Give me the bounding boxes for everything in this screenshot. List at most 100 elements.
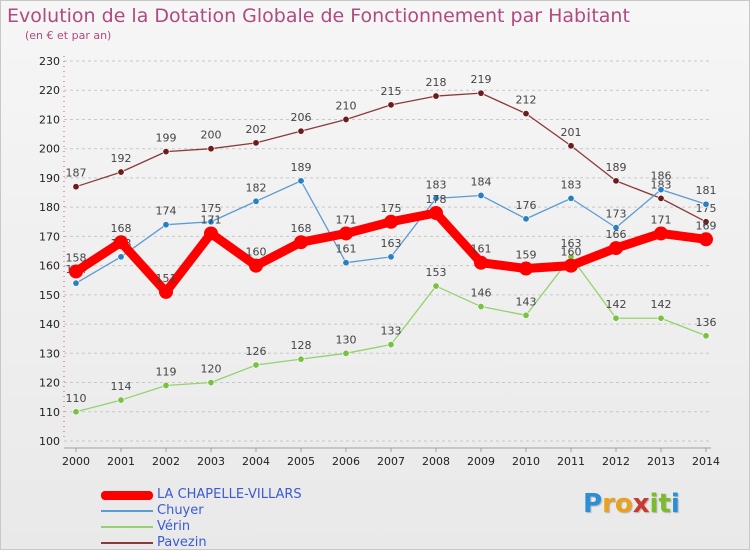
y-tick-label: 110 [39, 406, 60, 419]
data-point-pavezin [522, 110, 530, 118]
x-tick-label: 2004 [242, 455, 270, 468]
legend-swatch-la-chapelle-villars [101, 491, 153, 500]
data-point-pavezin [432, 92, 440, 100]
x-tick-label: 2007 [377, 455, 405, 468]
data-point-chuyer [702, 200, 710, 208]
data-label-v-rin: 128 [291, 339, 312, 352]
y-tick-label: 230 [39, 55, 60, 68]
data-label-chuyer: 183 [561, 178, 582, 191]
legend-label: Vérin [157, 519, 191, 534]
legend-item-verin: Vérin [101, 519, 361, 535]
y-tick-label: 130 [39, 347, 60, 360]
data-point-v-rin [657, 314, 665, 322]
data-label-pavezin: 187 [66, 167, 87, 180]
data-point-la-chapelle-villars [474, 255, 488, 270]
data-point-pavezin [252, 139, 260, 147]
data-point-v-rin [162, 381, 170, 389]
data-label-la-chapelle-villars: 160 [561, 246, 582, 259]
data-point-chuyer [162, 221, 170, 229]
data-label-v-rin: 142 [651, 298, 672, 311]
data-label-v-rin: 119 [156, 365, 177, 378]
data-point-chuyer [72, 279, 80, 287]
y-tick-label: 190 [39, 172, 60, 185]
data-point-pavezin [342, 115, 350, 123]
data-label-chuyer: 161 [336, 243, 357, 256]
data-point-la-chapelle-villars [69, 264, 83, 279]
data-label-chuyer: 182 [246, 181, 267, 194]
data-point-v-rin [342, 349, 350, 357]
logo-letter: i [670, 489, 680, 519]
x-tick-label: 2011 [557, 455, 585, 468]
data-label-pavezin: 175 [696, 202, 717, 215]
data-point-pavezin [612, 177, 620, 185]
data-point-v-rin [252, 361, 260, 369]
data-label-pavezin: 218 [426, 76, 447, 89]
data-point-v-rin [432, 282, 440, 290]
data-point-la-chapelle-villars [114, 235, 128, 250]
data-label-chuyer: 173 [606, 208, 627, 221]
data-point-pavezin [162, 148, 170, 156]
y-tick-label: 120 [39, 377, 60, 390]
x-tick-label: 2006 [332, 455, 360, 468]
legend-swatch-verin [101, 526, 153, 528]
data-label-chuyer: 189 [291, 161, 312, 174]
data-label-la-chapelle-villars: 175 [381, 202, 402, 215]
data-point-v-rin [207, 379, 215, 387]
data-point-pavezin [207, 145, 215, 153]
data-point-la-chapelle-villars [519, 261, 533, 276]
data-label-pavezin: 212 [516, 94, 537, 107]
data-point-pavezin [387, 101, 395, 109]
data-point-v-rin [72, 408, 80, 416]
data-point-pavezin [702, 218, 710, 226]
data-label-pavezin: 202 [246, 123, 267, 136]
logo-letter: r [602, 489, 615, 519]
data-label-la-chapelle-villars: 169 [696, 219, 717, 232]
x-tick-label: 2008 [422, 455, 450, 468]
data-label-chuyer: 163 [381, 237, 402, 250]
data-label-v-rin: 153 [426, 266, 447, 279]
logo-letter: i [649, 489, 659, 519]
data-label-v-rin: 120 [201, 363, 222, 376]
data-label-v-rin: 146 [471, 287, 492, 300]
y-tick-label: 150 [39, 289, 60, 302]
y-tick-label: 210 [39, 113, 60, 126]
data-point-la-chapelle-villars [294, 235, 308, 250]
y-tick-label: 220 [39, 84, 60, 97]
data-label-la-chapelle-villars: 166 [606, 228, 627, 241]
y-tick-label: 200 [39, 143, 60, 156]
legend-item-chuyer: Chuyer [101, 503, 361, 519]
data-point-la-chapelle-villars [609, 241, 623, 256]
y-tick-label: 160 [39, 260, 60, 273]
data-label-pavezin: 219 [471, 73, 492, 86]
data-point-pavezin [567, 142, 575, 150]
data-point-la-chapelle-villars [339, 226, 353, 241]
data-point-la-chapelle-villars [204, 226, 218, 241]
data-point-la-chapelle-villars [564, 258, 578, 273]
data-label-pavezin: 215 [381, 85, 402, 98]
data-point-chuyer [117, 253, 125, 261]
x-tick-label: 2001 [107, 455, 135, 468]
data-label-chuyer: 176 [516, 199, 537, 212]
x-tick-label: 2014 [692, 455, 720, 468]
x-tick-label: 2000 [62, 455, 90, 468]
data-label-chuyer: 186 [651, 170, 672, 183]
data-label-v-rin: 136 [696, 316, 717, 329]
y-tick-label: 180 [39, 201, 60, 214]
data-point-la-chapelle-villars [159, 284, 173, 299]
data-label-v-rin: 126 [246, 345, 267, 358]
data-point-chuyer [252, 197, 260, 205]
legend-label: Chuyer [157, 503, 204, 518]
data-label-la-chapelle-villars: 151 [156, 272, 177, 285]
logo-letter: x [632, 489, 650, 519]
chart-title: Evolution de la Dotation Globale de Fonc… [7, 5, 630, 27]
data-point-la-chapelle-villars [654, 226, 668, 241]
data-point-chuyer [567, 194, 575, 202]
y-tick-label: 170 [39, 230, 60, 243]
x-tick-label: 2005 [287, 455, 315, 468]
data-point-v-rin [612, 314, 620, 322]
data-label-chuyer: 181 [696, 184, 717, 197]
data-label-v-rin: 143 [516, 295, 537, 308]
data-point-chuyer [207, 218, 215, 226]
data-label-v-rin: 130 [336, 333, 357, 346]
